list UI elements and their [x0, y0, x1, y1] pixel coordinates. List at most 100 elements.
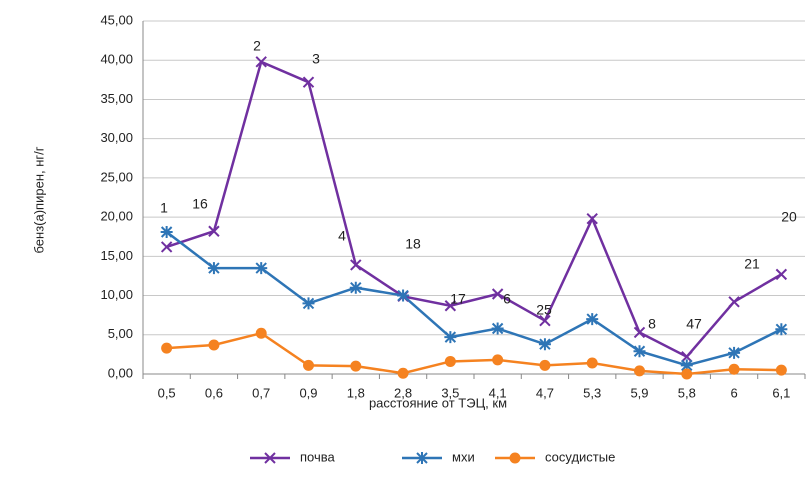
legend-marker [509, 452, 521, 464]
marker [775, 323, 788, 336]
point-label: 1 [160, 200, 168, 216]
marker-cross [302, 76, 315, 88]
marker-dot [586, 357, 598, 369]
marker [539, 359, 551, 371]
x-tick-label: 6 [730, 385, 737, 400]
y-tick-label: 40,00 [100, 52, 133, 67]
x-tick-label: 0,5 [158, 385, 176, 400]
marker-bar [728, 346, 741, 359]
marker-dot [444, 355, 456, 367]
marker-cross [633, 326, 646, 339]
marker [208, 339, 220, 351]
marker-bar [397, 289, 410, 302]
x-tick-label: 0,9 [299, 385, 317, 400]
marker [775, 364, 787, 376]
marker-dot [208, 339, 220, 351]
marker [255, 56, 267, 68]
marker-bar [775, 323, 788, 336]
marker-cross [681, 351, 693, 363]
y-tick-label: 15,00 [100, 248, 133, 263]
marker [255, 262, 268, 275]
marker-cross [728, 296, 740, 308]
marker [586, 212, 598, 225]
point-label: 16 [192, 196, 208, 212]
x-tick-label: 4,1 [489, 385, 507, 400]
marker-dot [303, 359, 314, 371]
marker-cross [586, 212, 598, 225]
marker-bar [255, 262, 268, 275]
legend-label: почва [300, 449, 336, 464]
y-tick-label: 45,00 [100, 12, 133, 27]
marker-cross [160, 241, 173, 253]
marker [634, 365, 645, 377]
x-axis-label: расстояние от ТЭЦ, км [369, 395, 507, 410]
marker-bar [207, 262, 220, 275]
marker-cross [208, 225, 220, 237]
marker-bar [444, 331, 457, 344]
marker [444, 300, 457, 312]
marker-cross [255, 56, 267, 68]
marker-dot [161, 342, 173, 354]
marker-bar [302, 297, 315, 310]
marker-bar [586, 313, 599, 326]
y-tick-label: 20,00 [100, 209, 133, 224]
marker-bar [491, 322, 504, 335]
marker [775, 268, 788, 281]
marker-cross [491, 288, 504, 300]
marker [444, 331, 457, 344]
legend-marker [264, 452, 276, 464]
legend-label: сосудистые [545, 449, 615, 464]
point-label: 47 [686, 316, 702, 332]
marker-dot [350, 360, 362, 372]
marker [208, 225, 220, 237]
y-tick-label: 25,00 [100, 169, 133, 184]
x-tick-label: 0,6 [205, 385, 223, 400]
point-label: 3 [312, 51, 320, 67]
y-axis-label: бенз(а)пирен, нг/г [31, 146, 46, 253]
marker [160, 241, 173, 253]
point-label: 25 [536, 302, 552, 318]
marker [681, 368, 693, 380]
marker-dot [492, 354, 504, 366]
marker [397, 289, 410, 302]
marker [491, 322, 504, 335]
x-tick-label: 4,7 [536, 385, 554, 400]
point-label: 20 [781, 209, 797, 225]
legend-bar [416, 452, 428, 464]
legend-cross [264, 452, 276, 464]
marker-bar [160, 226, 173, 239]
marker [492, 354, 504, 366]
marker-dot [775, 364, 787, 376]
y-tick-label: 35,00 [100, 91, 133, 106]
marker [161, 342, 173, 354]
series-line [166, 60, 782, 359]
marker [349, 281, 362, 294]
series-line [166, 331, 782, 376]
marker-dot [634, 365, 645, 377]
marker-cross [444, 300, 457, 312]
marker [728, 296, 740, 308]
x-tick-label: 2,8 [394, 385, 412, 400]
marker [444, 355, 456, 367]
x-tick-label: 6,1 [772, 385, 790, 400]
marker [160, 226, 173, 239]
marker [539, 314, 551, 327]
marker [728, 346, 741, 359]
point-label: 8 [648, 316, 656, 332]
marker-dot [681, 368, 693, 380]
marker-dot [728, 363, 740, 375]
marker [350, 259, 362, 271]
marker [207, 262, 220, 275]
point-label: 21 [744, 256, 760, 272]
marker [350, 360, 362, 372]
marker-bar [633, 345, 646, 358]
marker [538, 338, 551, 351]
y-tick-label: 0,00 [108, 365, 133, 380]
series-line [165, 231, 782, 367]
marker-dot [255, 327, 267, 339]
marker-cross [539, 314, 551, 327]
x-tick-label: 5,8 [678, 385, 696, 400]
marker [491, 288, 504, 300]
marker [303, 359, 314, 371]
marker-dot [539, 359, 551, 371]
